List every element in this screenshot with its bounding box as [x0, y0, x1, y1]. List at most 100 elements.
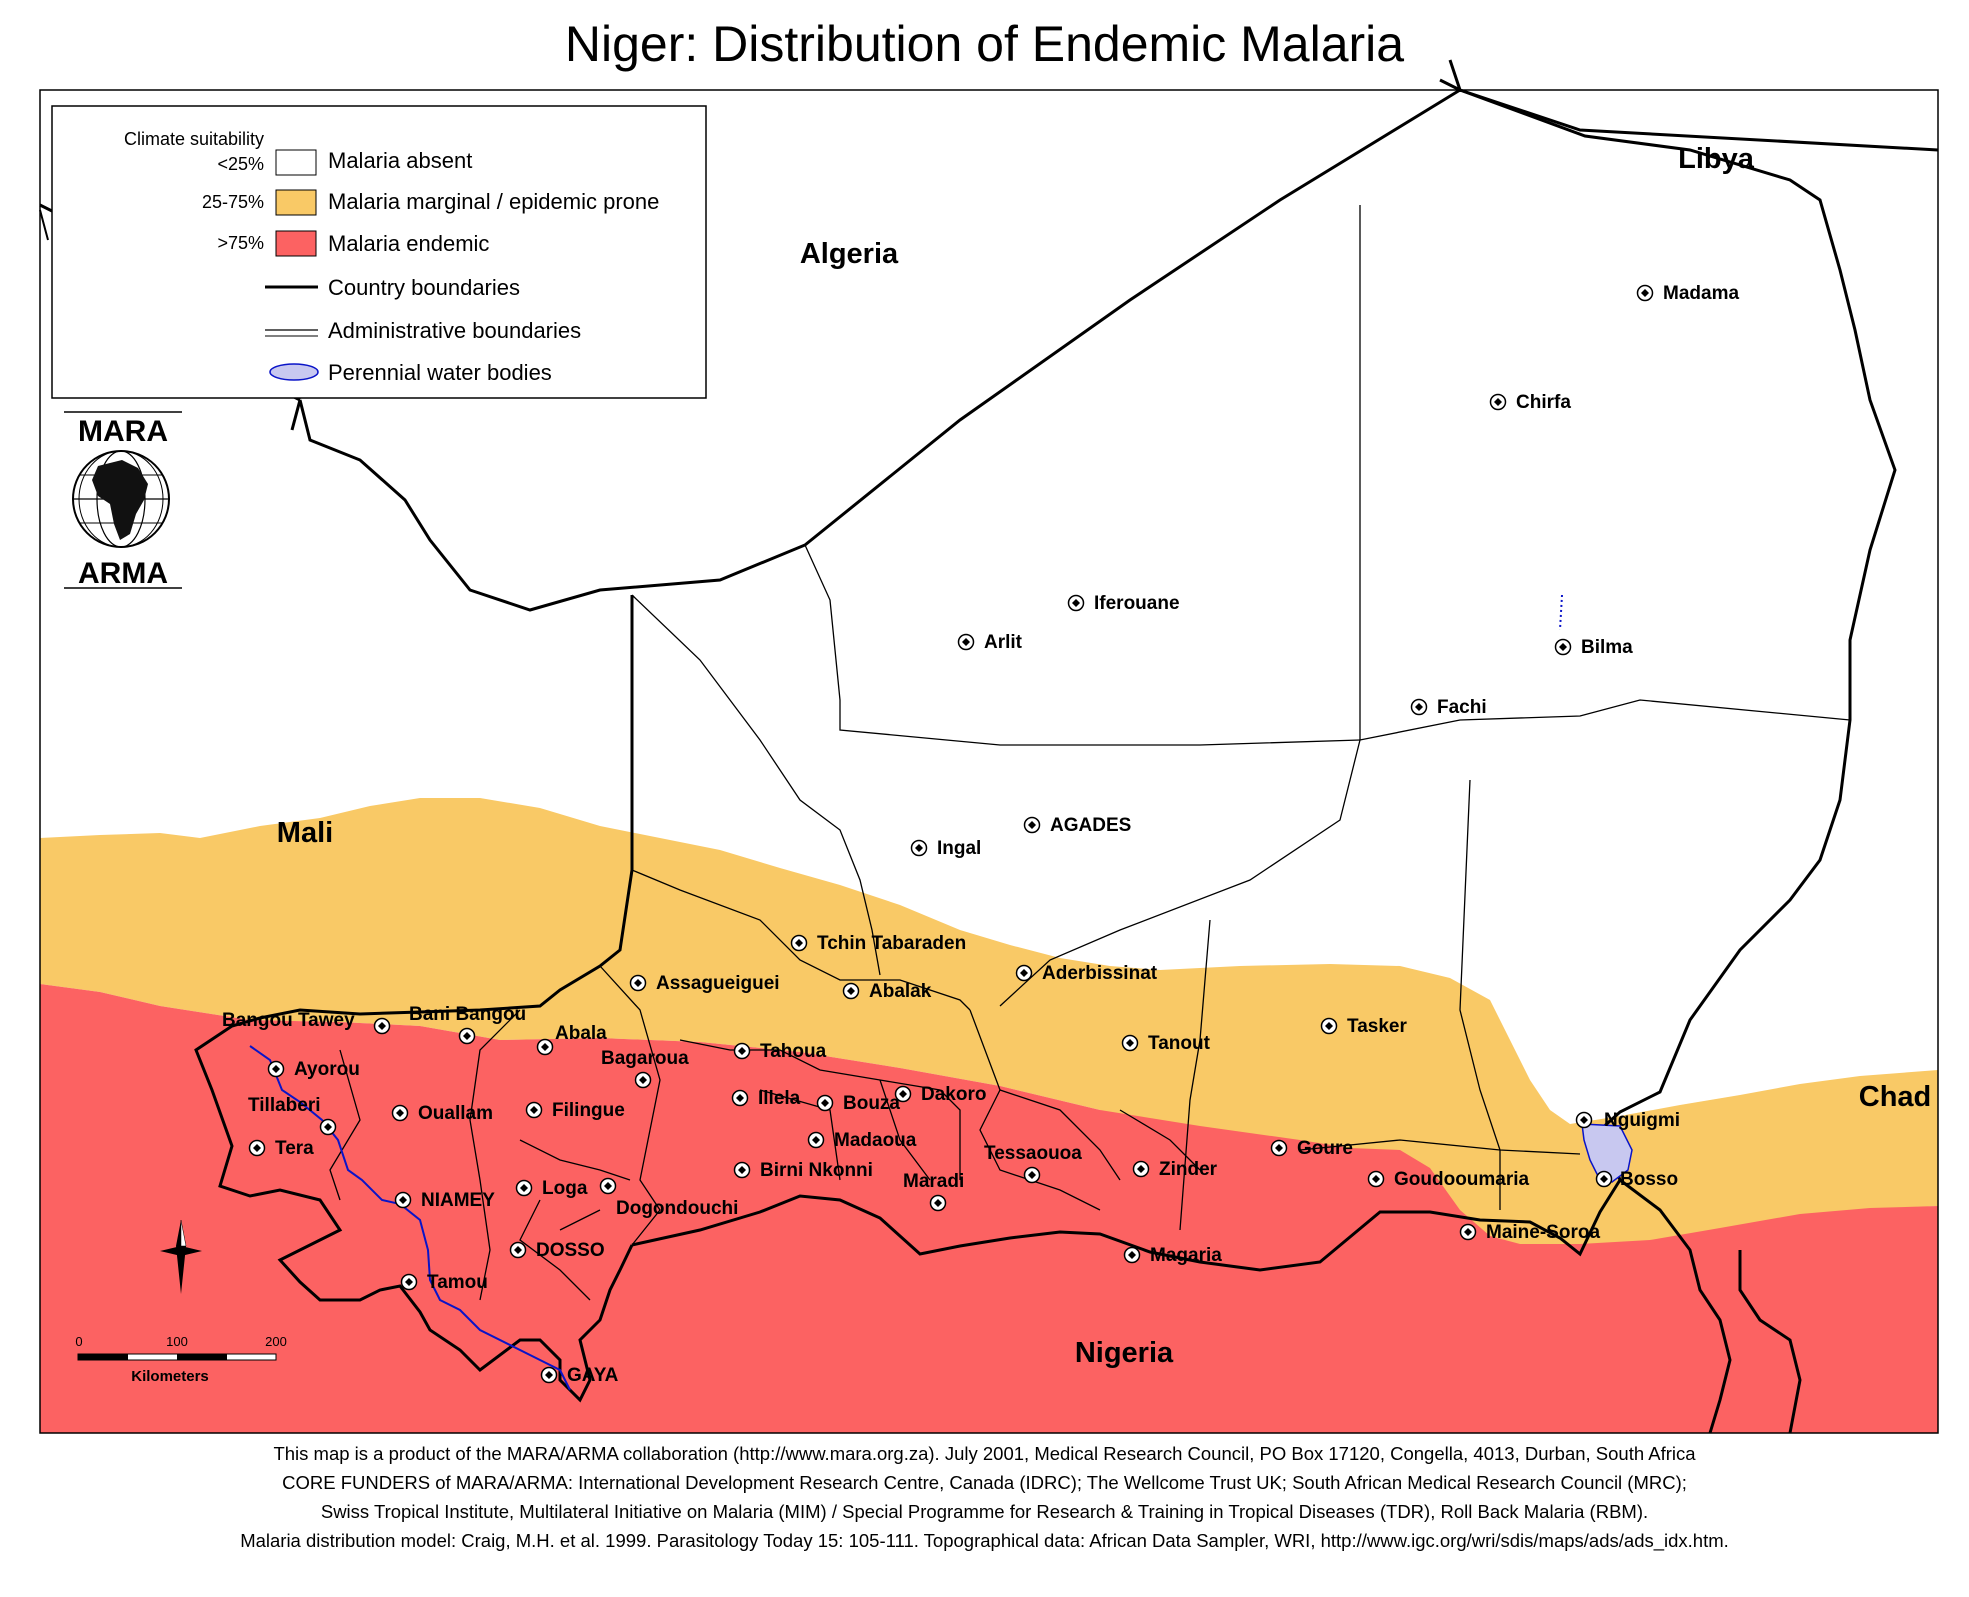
town-marker-diamond-icon: [405, 1278, 413, 1286]
legend-label-marginal: Malaria marginal / epidemic prone: [328, 189, 659, 214]
town-marker-diamond-icon: [1372, 1175, 1380, 1183]
town-marker-diamond-icon: [1641, 289, 1649, 297]
town-marker-diamond-icon: [1275, 1144, 1283, 1152]
scale-tick-200: 200: [265, 1334, 287, 1349]
legend-range-marginal: 25-75%: [202, 192, 264, 212]
town-assagueiguei: Assagueiguei: [629, 973, 780, 994]
footer-line-3: Swiss Tropical Institute, Multilateral I…: [320, 1501, 1649, 1522]
town-maradi: Maradi: [903, 1171, 964, 1212]
town-marker-diamond-icon: [1464, 1228, 1472, 1236]
town-filingue: Filingue: [525, 1100, 625, 1121]
bilma-oasis: [1559, 594, 1563, 631]
town-label-assagueiguei: Assagueiguei: [656, 973, 780, 994]
town-marker-diamond-icon: [604, 1182, 612, 1190]
town-marker-diamond-icon: [1028, 1171, 1036, 1179]
town-abala: Abala: [536, 1023, 607, 1056]
legend-swatch-marginal: [275, 189, 317, 216]
town-label-magaria: Magaria: [1150, 1245, 1222, 1266]
town-madama: Madama: [1636, 283, 1739, 304]
town-label-chirfa: Chirfa: [1516, 392, 1571, 413]
town-ingal: Ingal: [910, 838, 981, 859]
town-marker-diamond-icon: [1137, 1165, 1145, 1173]
town-marker-diamond-icon: [738, 1166, 746, 1174]
town-label-goure: Goure: [1297, 1138, 1353, 1159]
town-marker-diamond-icon: [915, 844, 923, 852]
town-iferouane: Iferouane: [1067, 593, 1180, 614]
town-label-niamey: NIAMEY: [421, 1190, 495, 1211]
town-label-filingue: Filingue: [552, 1100, 625, 1121]
town-label-goudooumaria: Goudooumaria: [1394, 1169, 1530, 1190]
town-bani-bangou: Bani Bangou: [409, 1004, 526, 1045]
town-label-agades: AGADES: [1050, 815, 1131, 836]
town-madaoua: Madaoua: [807, 1130, 917, 1151]
town-nguigmi: Nguigmi: [1575, 1110, 1680, 1131]
legend-swatch-endemic: [275, 230, 317, 257]
town-label-maine-soroa: Maine-Soroa: [1486, 1222, 1600, 1243]
town-chirfa: Chirfa: [1489, 392, 1571, 413]
scale-bar: 0 100 200 Kilometers: [75, 1334, 286, 1385]
town-marker-diamond-icon: [1559, 643, 1567, 651]
lake-chad: [1581, 1123, 1633, 1183]
town-label-maradi: Maradi: [903, 1171, 964, 1192]
town-tera: Tera: [248, 1138, 314, 1159]
town-label-tamou: Tamou: [427, 1272, 488, 1293]
map-frame: [39, 89, 1939, 1434]
town-label-ouallam: Ouallam: [418, 1103, 493, 1124]
legend-label-absent: Malaria absent: [328, 148, 472, 173]
legend-label-country: Country boundaries: [328, 275, 520, 300]
town-label-tanout: Tanout: [1148, 1033, 1211, 1054]
town-bangou-tawey: Bangou Tawey: [222, 1010, 391, 1035]
town-label-dosso: DOSSO: [536, 1240, 605, 1261]
legend-range-absent: <25%: [217, 154, 264, 174]
town-markers: Madama Chirfa Iferouane Arlit Bilma Fachi AGAD…: [222, 283, 1739, 1386]
town-abalak: Abalak: [842, 981, 932, 1002]
town-marker-diamond-icon: [520, 1184, 528, 1192]
mali-admin-border: [39, 209, 49, 241]
town-dosso: DOSSO: [509, 1240, 605, 1261]
town-label-bilma: Bilma: [1581, 637, 1633, 658]
endemic-zone: [40, 984, 1938, 1433]
town-dogondouchi: Dogondouchi: [599, 1177, 738, 1219]
legend-swatch-absent: [275, 149, 317, 176]
town-label-loga: Loga: [542, 1178, 588, 1199]
town-ouallam: Ouallam: [391, 1103, 493, 1124]
country-label-libya: Libya: [1678, 143, 1755, 175]
town-marker-diamond-icon: [1126, 1039, 1134, 1047]
town-marker-diamond-icon: [378, 1022, 386, 1030]
town-label-abala: Abala: [555, 1023, 607, 1044]
legend: Climate suitability <25% Malaria absent …: [51, 105, 707, 399]
town-label-abalak: Abalak: [869, 981, 932, 1002]
town-label-bosso: Bosso: [1620, 1169, 1678, 1190]
town-fachi: Fachi: [1410, 697, 1487, 718]
town-label-tasker: Tasker: [1347, 1016, 1407, 1037]
niger-west-border: [194, 595, 634, 1403]
mara-arma-logo: MARA ARMA: [64, 411, 182, 590]
town-marker-diamond-icon: [545, 1371, 553, 1379]
town-marker-diamond-icon: [463, 1032, 471, 1040]
marginal-zone: [40, 798, 1938, 1250]
town-marker-diamond-icon: [1415, 703, 1423, 711]
town-marker-diamond-icon: [962, 638, 970, 646]
town-aderbissinat: Aderbissinat: [1015, 963, 1158, 984]
logo-arma-text: ARMA: [78, 557, 168, 590]
town-illela: Illela: [731, 1088, 801, 1109]
town-marker-diamond-icon: [530, 1106, 538, 1114]
town-marker-diamond-icon: [639, 1076, 647, 1084]
town-arlit: Arlit: [957, 632, 1023, 653]
legend-heading: Climate suitability: [124, 129, 264, 149]
town-zinder: Zinder: [1132, 1159, 1218, 1180]
town-label-tera: Tera: [275, 1138, 314, 1159]
town-label-bangou-tawey: Bangou Tawey: [222, 1010, 355, 1031]
town-goudooumaria: Goudooumaria: [1367, 1169, 1530, 1190]
town-label-bagaroua: Bagaroua: [601, 1048, 689, 1069]
town-marker-diamond-icon: [934, 1199, 942, 1207]
town-marker-diamond-icon: [1580, 1116, 1588, 1124]
scale-tick-100: 100: [166, 1334, 188, 1349]
algeria-libya-border: [1439, 59, 1939, 152]
town-birni-nkonni: Birni Nkonni: [733, 1160, 873, 1181]
town-agades: AGADES: [1023, 815, 1131, 836]
town-tanout: Tanout: [1121, 1033, 1211, 1054]
town-label-iferouane: Iferouane: [1094, 593, 1180, 614]
town-marker-diamond-icon: [399, 1196, 407, 1204]
town-marker-diamond-icon: [1600, 1175, 1608, 1183]
